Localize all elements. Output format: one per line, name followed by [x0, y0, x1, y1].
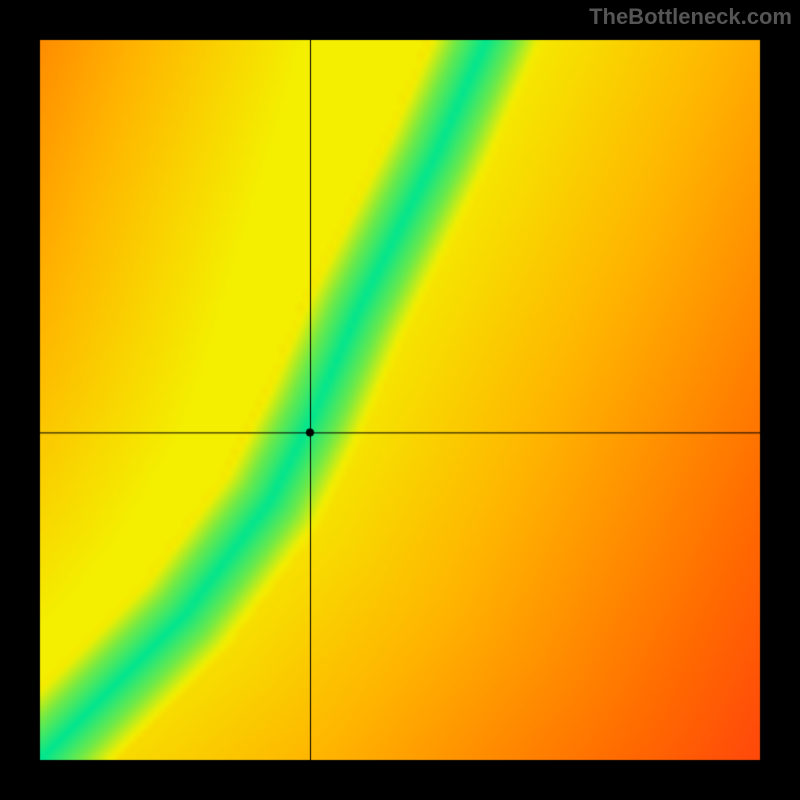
chart-container: TheBottleneck.com [0, 0, 800, 800]
watermark-label: TheBottleneck.com [589, 4, 792, 30]
bottleneck-heatmap-canvas [0, 0, 800, 800]
